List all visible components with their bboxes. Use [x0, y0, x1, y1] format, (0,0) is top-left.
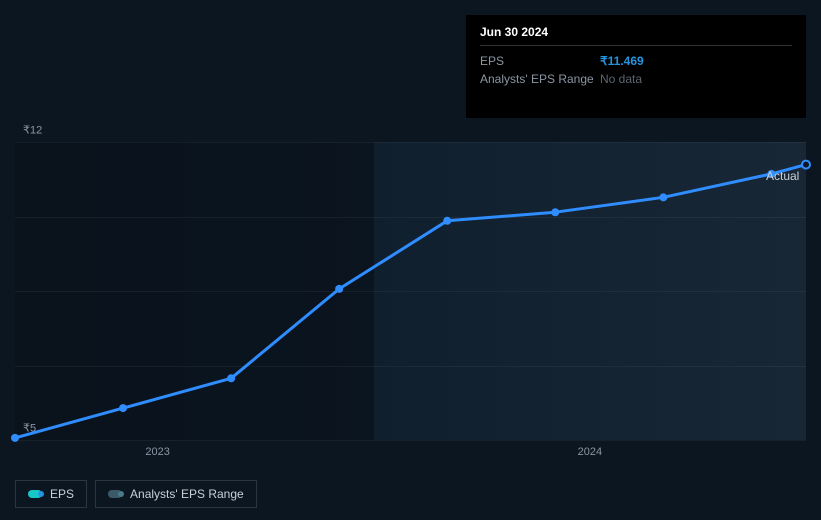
- legend: EPS Analysts' EPS Range: [15, 480, 257, 508]
- legend-label: Analysts' EPS Range: [130, 487, 244, 501]
- line-layer: [15, 142, 806, 440]
- tooltip-card: Jun 30 2024 EPS ₹11.469 Analysts' EPS Ra…: [466, 15, 806, 118]
- tooltip-value: ₹11.469: [600, 54, 644, 68]
- tooltip-value: No data: [600, 72, 642, 86]
- tooltip-date: Jun 30 2024: [480, 25, 792, 46]
- tooltip-key: Analysts' EPS Range: [480, 72, 600, 86]
- legend-item-eps[interactable]: EPS: [15, 480, 87, 508]
- actual-label: Actual: [766, 169, 799, 183]
- legend-swatch-icon: [108, 490, 122, 498]
- tooltip-row-eps: EPS ₹11.469: [480, 52, 792, 70]
- chart: ₹12 ₹5 2023 2024 Actual: [15, 120, 806, 470]
- tooltip-key: EPS: [480, 54, 600, 68]
- legend-item-range[interactable]: Analysts' EPS Range: [95, 480, 257, 508]
- tooltip-row-range: Analysts' EPS Range No data: [480, 70, 792, 88]
- chart-container: Jun 30 2024 EPS ₹11.469 Analysts' EPS Ra…: [0, 0, 821, 520]
- x-axis-label: 2023: [145, 446, 169, 458]
- x-axis-label: 2024: [578, 446, 602, 458]
- legend-label: EPS: [50, 487, 74, 501]
- legend-swatch-icon: [28, 490, 42, 498]
- y-axis-label: ₹12: [23, 124, 42, 137]
